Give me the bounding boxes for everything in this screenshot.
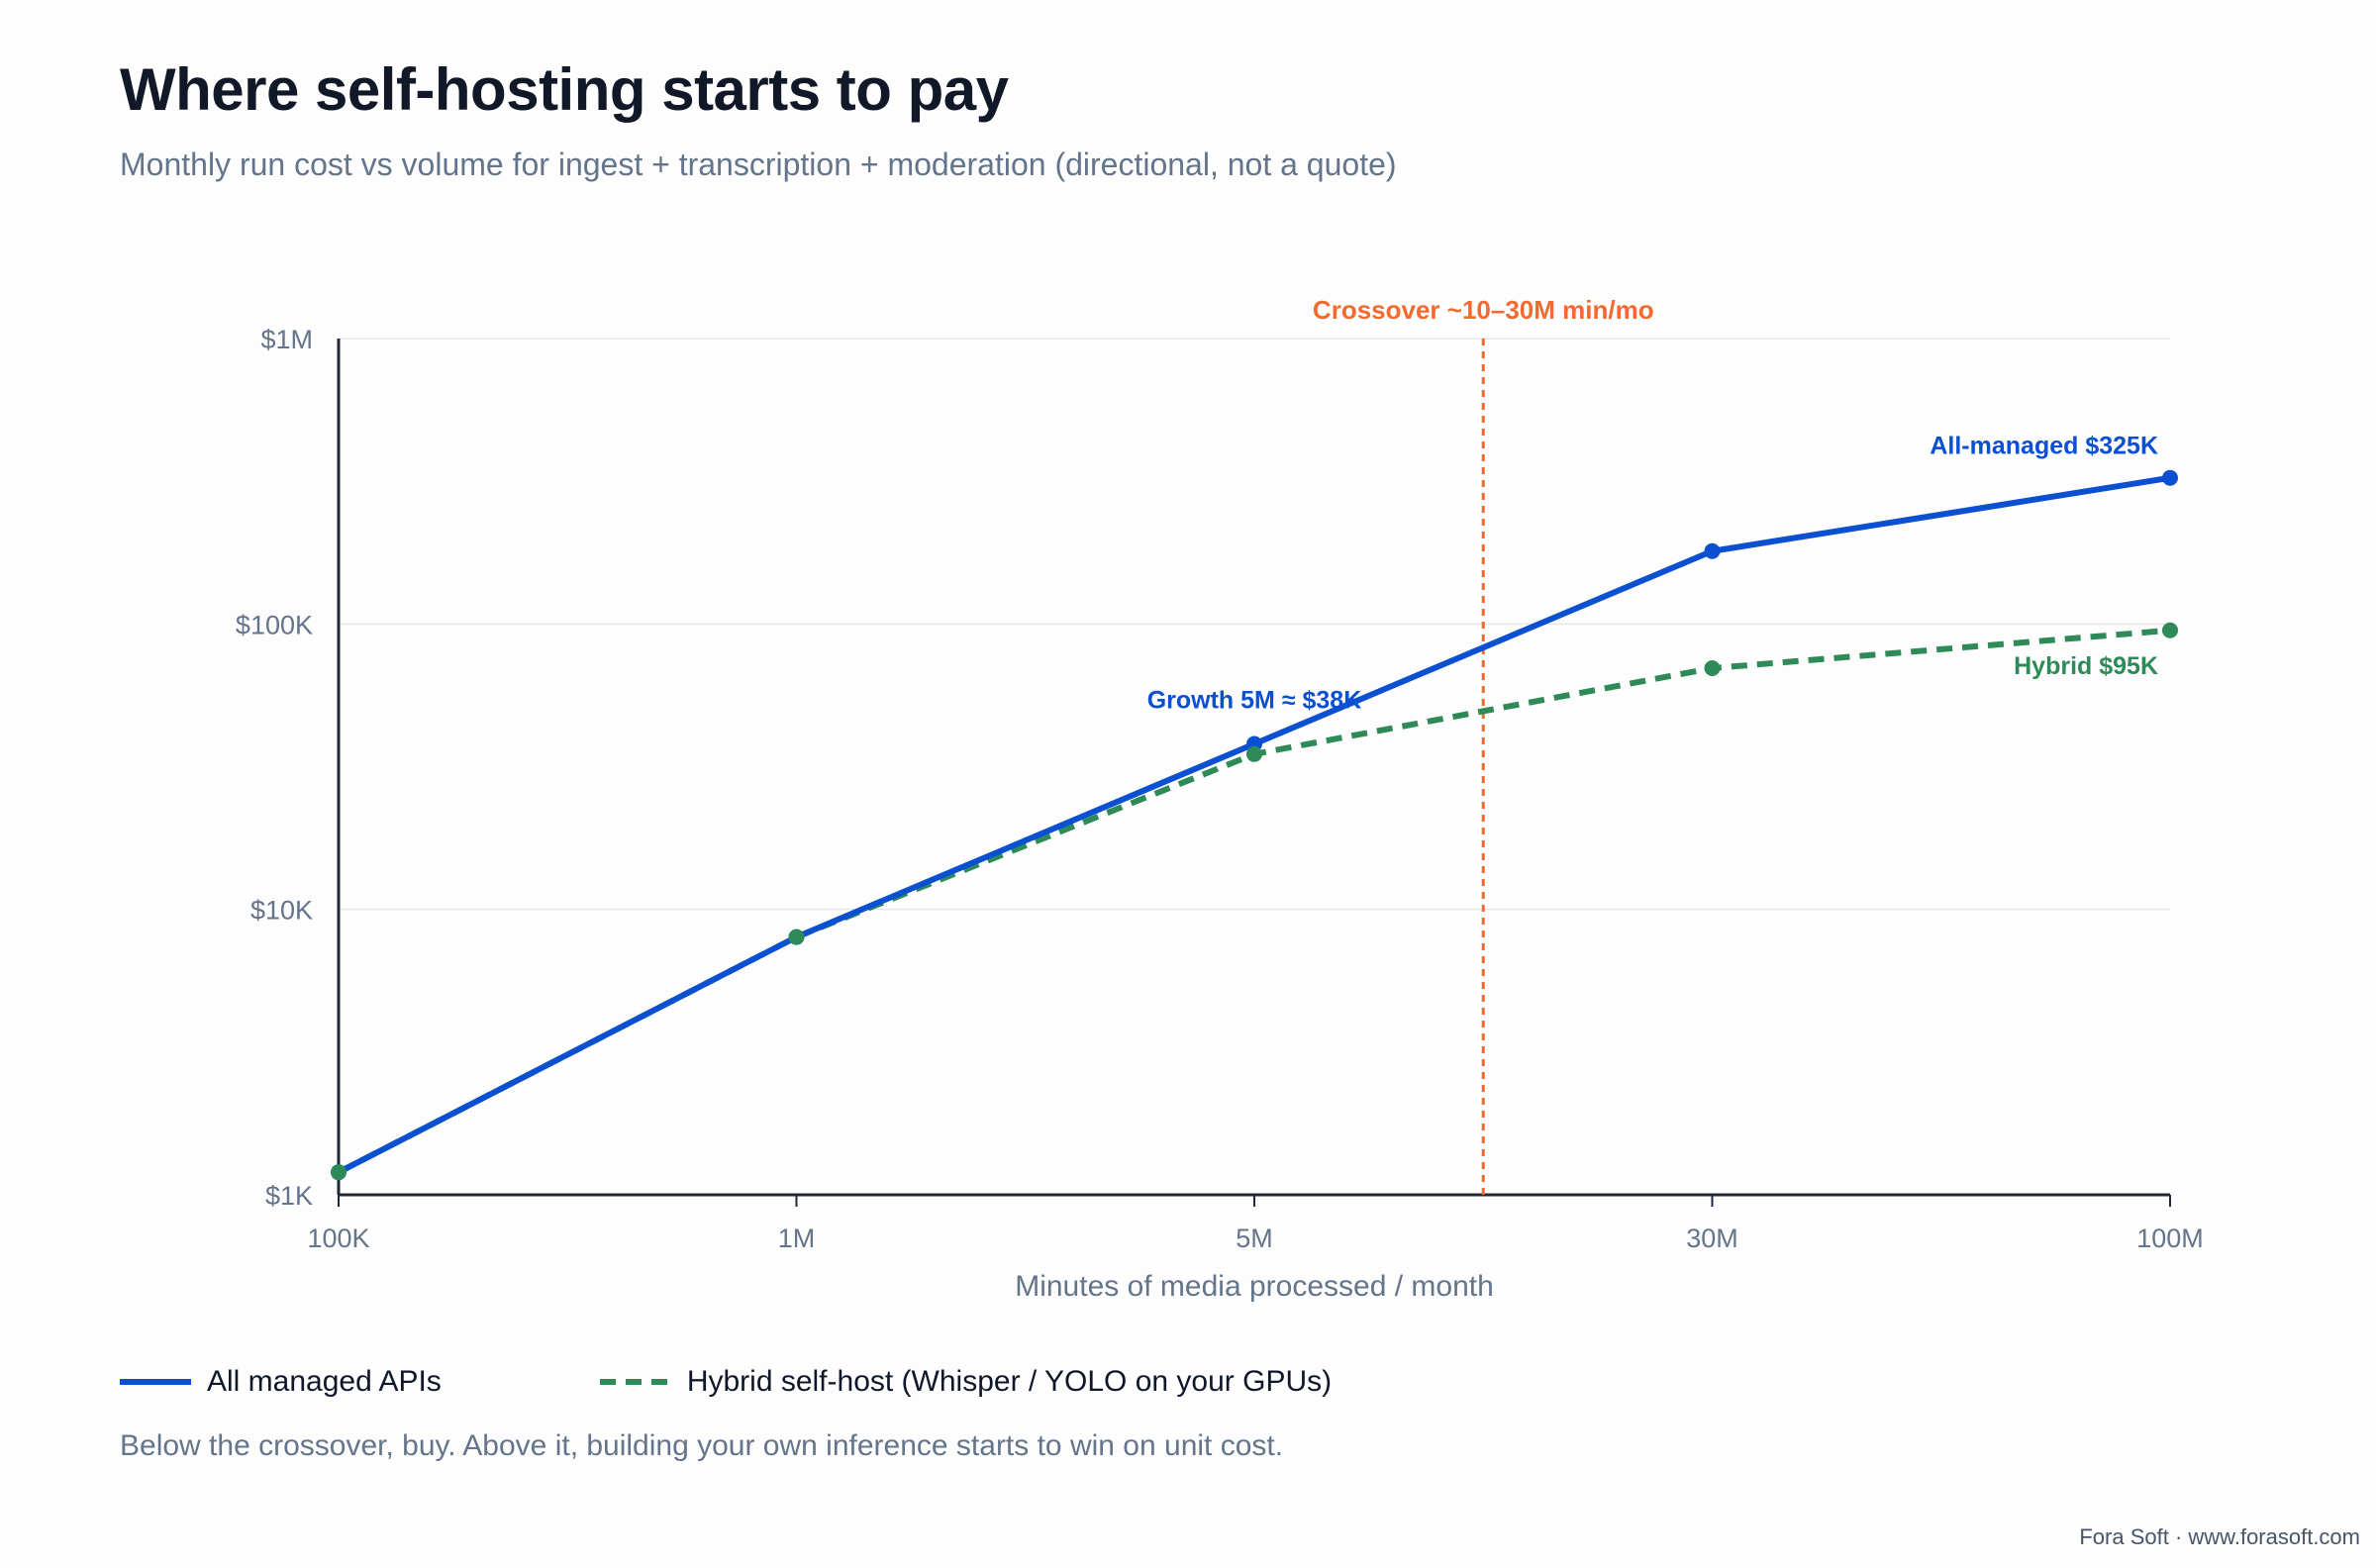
data-point-hybrid — [788, 929, 805, 945]
y-tick-label: $100K — [236, 610, 313, 639]
x-tick-label: 5M — [1236, 1224, 1273, 1253]
data-point-managed — [2162, 469, 2178, 486]
crossover-label: Crossover ~10–30M min/mo — [1313, 295, 1654, 325]
x-tick-label: 100M — [2136, 1224, 2204, 1253]
data-point-hybrid — [2162, 622, 2178, 638]
takeaway-note: Below the crossover, buy. Above it, buil… — [120, 1429, 1284, 1462]
legend-label-managed: All managed APIs — [207, 1365, 442, 1398]
legend-swatch-solid-line — [120, 1379, 191, 1385]
data-point-managed — [1704, 542, 1721, 559]
legend-item-hybrid: Hybrid self-host (Whisper / YOLO on your… — [599, 1365, 1333, 1399]
annotation-label: All-managed $325K — [1930, 433, 2158, 460]
data-point-hybrid — [1246, 745, 1262, 762]
chart-subtitle: Monthly run cost vs volume for ingest + … — [120, 147, 1397, 182]
x-tick-label: 30M — [1686, 1224, 1738, 1253]
data-point-hybrid — [1704, 659, 1721, 676]
x-tick-label: 100K — [307, 1224, 369, 1253]
legend-swatch-dashed-line — [599, 1379, 671, 1385]
chart-title: Where self-hosting starts to pay — [120, 56, 1009, 123]
x-axis-title: Minutes of media processed / month — [1015, 1270, 1494, 1303]
cost-chart: $1K $10K $100K $1M 100K 1M 5M 30M 100M Minutes of… — [236, 295, 2204, 1303]
legend-label-hybrid: Hybrid self-host (Whisper / YOLO on your… — [686, 1365, 1333, 1398]
legend-item-managed: All managed APIs — [120, 1365, 442, 1399]
legend: All managed APIs Hybrid self-host (Whisp… — [120, 1358, 1332, 1406]
annotation-label: Growth 5M ≈ $38K — [1147, 686, 1362, 714]
x-tick-label: 1M — [778, 1224, 816, 1253]
annotation-label: Hybrid $95K — [2014, 652, 2158, 680]
data-point-hybrid — [331, 1164, 346, 1181]
series-line-managed — [337, 474, 2171, 1175]
y-tick-label: $10K — [250, 896, 313, 926]
y-tick-label: $1M — [260, 325, 313, 354]
footer-credit: Fora Soft · www.forasoft.com — [2079, 1524, 2360, 1549]
y-tick-label: $1K — [265, 1181, 313, 1211]
